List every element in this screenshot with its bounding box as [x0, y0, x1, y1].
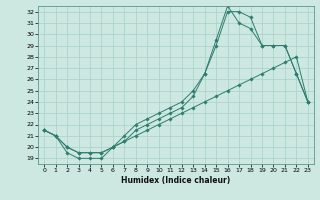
- X-axis label: Humidex (Indice chaleur): Humidex (Indice chaleur): [121, 176, 231, 185]
